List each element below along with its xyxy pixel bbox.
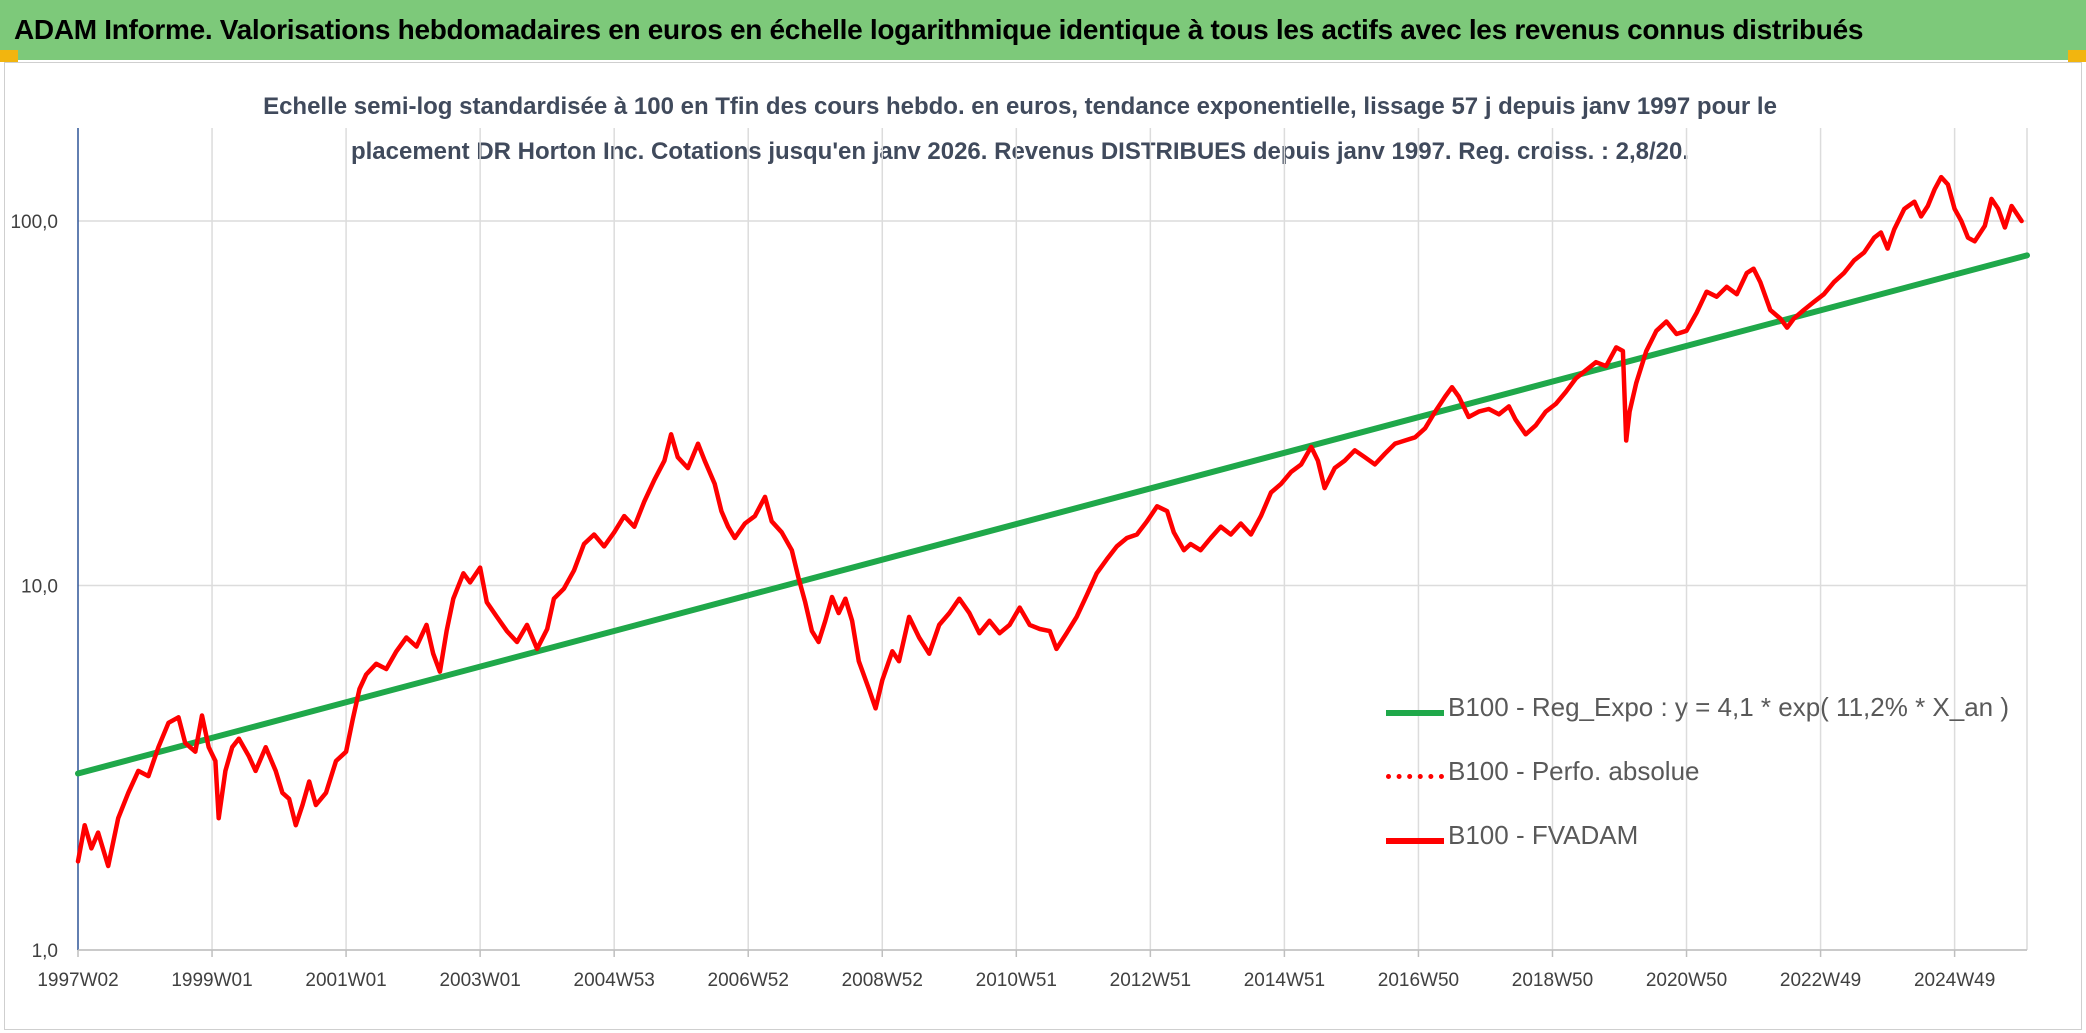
x-tick-label: 1999W01	[171, 970, 252, 991]
chart-title: Echelle semi-log standardisée à 100 en T…	[200, 84, 1840, 174]
y-tick-label: 10,0	[21, 577, 58, 598]
x-tick-label: 2022W49	[1780, 970, 1861, 991]
x-tick-label: 2006W52	[708, 970, 789, 991]
x-tick-label: 1997W02	[37, 970, 118, 991]
series-line-fvadam	[75, 174, 2024, 869]
x-tick-label: 2012W51	[1110, 970, 1191, 991]
legend-label-perfo: B100 - Perfo. absolue	[1448, 756, 1700, 786]
corner-marker-right	[2068, 50, 2086, 62]
grid-layer	[78, 128, 2028, 951]
x-tick-label: 2020W50	[1646, 970, 1727, 991]
report-banner: ADAM Informe. Valorisations hebdomadaire…	[0, 0, 2086, 60]
x-tick-label: 2018W50	[1512, 970, 1593, 991]
legend-label-fvadam: B100 - FVADAM	[1448, 820, 1639, 850]
tick-label-layer: 1,0 10,0 100,0 1997W02 1999W01 2001W01 2003W01…	[10, 212, 1995, 991]
chart-title-line-1: Echelle semi-log standardisée à 100 en T…	[263, 93, 1777, 120]
x-tick-label: 2001W01	[305, 970, 386, 991]
x-tick-label: 2024W49	[1914, 970, 1995, 991]
legend-swatch-trend	[1386, 710, 1444, 716]
axis-layer	[77, 128, 2027, 957]
series-layer	[75, 174, 2030, 869]
corner-marker-left	[0, 50, 18, 62]
y-tick-label: 100,0	[10, 212, 58, 233]
x-tick-label: 2003W01	[439, 970, 520, 991]
legend-swatch-fvadam	[1386, 838, 1444, 844]
legend-swatch-perfo	[1386, 774, 1444, 779]
x-tick-label: 2004W53	[574, 970, 655, 991]
y-tick-label: 1,0	[32, 941, 58, 962]
x-tick-label: 2014W51	[1244, 970, 1325, 991]
x-tick-label: 2010W51	[976, 970, 1057, 991]
chart-frame	[4, 62, 2082, 1030]
x-tick-label: 2008W52	[842, 970, 923, 991]
chart-title-line-2: placement DR Horton Inc. Cotations jusqu…	[350, 138, 1690, 165]
legend-label-trend: B100 - Reg_Expo : y = 4,1 * exp( 11,2% *…	[1448, 692, 2010, 722]
report-title: ADAM Informe. Valorisations hebdomadaire…	[14, 14, 1864, 45]
trend-line-reg-expo	[75, 252, 2030, 777]
x-tick-label: 2016W50	[1378, 970, 1459, 991]
